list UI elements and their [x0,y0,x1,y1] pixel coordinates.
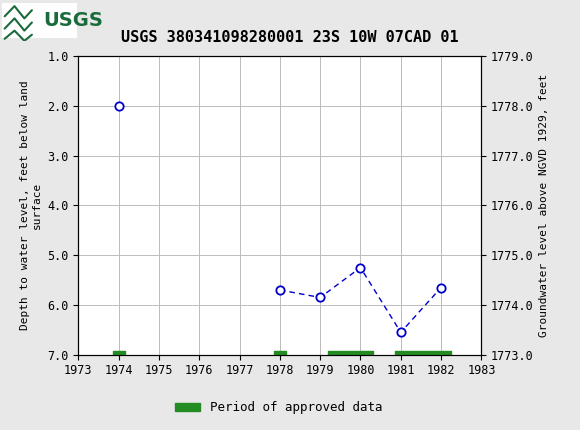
Text: USGS: USGS [44,11,103,30]
Y-axis label: Groundwater level above NGVD 1929, feet: Groundwater level above NGVD 1929, feet [539,74,549,337]
Legend: Period of approved data: Period of approved data [169,396,387,419]
Text: USGS 380341098280001 23S 10W 07CAD 01: USGS 380341098280001 23S 10W 07CAD 01 [121,30,459,45]
Y-axis label: Depth to water level, feet below land
surface: Depth to water level, feet below land su… [20,80,42,330]
FancyBboxPatch shape [2,3,77,37]
